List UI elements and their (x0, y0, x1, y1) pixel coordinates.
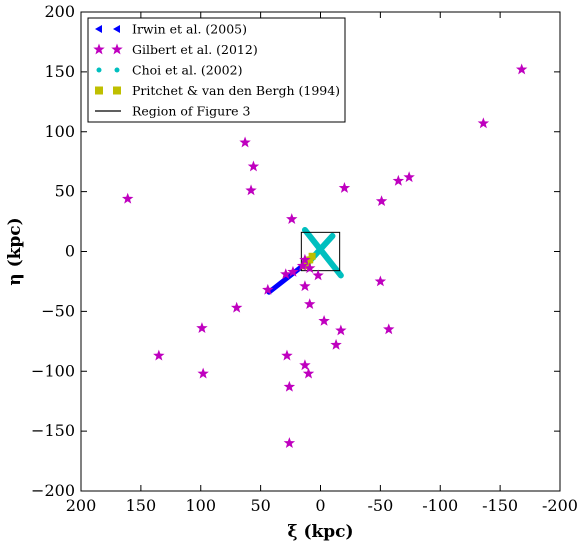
x-tick-label: 150 (126, 496, 157, 515)
x-tick-label: -150 (482, 496, 518, 515)
y-tick-label: −50 (41, 301, 75, 320)
gilbert-point (304, 298, 316, 310)
y-tick-label: 0 (65, 242, 75, 261)
gilbert-point (153, 349, 165, 361)
gilbert-point (197, 367, 209, 379)
x-tick-label: 50 (250, 496, 270, 515)
gilbert-point (230, 301, 243, 313)
legend-label: Irwin et al. (2005) (132, 22, 247, 37)
x-tick-label: -200 (542, 496, 578, 515)
gilbert-point (304, 262, 316, 274)
x-tick-label: 0 (315, 496, 325, 515)
x-tick-label: 100 (185, 496, 216, 515)
y-tick-label: −100 (31, 361, 75, 380)
gilbert-point (299, 280, 311, 292)
gilbert-point (280, 268, 292, 280)
y-tick-label: 150 (44, 62, 75, 81)
y-tick-label: −200 (31, 481, 75, 500)
legend-marker-circle (96, 67, 102, 73)
legend-marker-triangle (95, 25, 102, 33)
gilbert-point (403, 171, 415, 183)
gilbert-point (383, 323, 395, 335)
gilbert-point (374, 275, 387, 287)
legend-label: Gilbert et al. (2012) (132, 42, 258, 57)
x-tick-label: 200 (66, 496, 97, 515)
gilbert-point (286, 213, 298, 225)
gilbert-point (287, 265, 299, 277)
gilbert-point (330, 338, 342, 350)
gilbert-point (262, 283, 274, 295)
choi-track (301, 226, 344, 279)
gilbert-point (312, 269, 324, 281)
gilbert-point (247, 160, 260, 172)
gilbert-point (302, 367, 315, 379)
y-axis-label: η (kpc) (5, 217, 25, 285)
axis-ticks: 200 150 100 50 0 -50 -100 -150 -200 −200 −150 −100 −… (31, 2, 578, 515)
gilbert-point (296, 259, 309, 271)
x-tick-label: -50 (367, 496, 393, 515)
gilbert-point (299, 253, 311, 265)
gilbert-point (283, 437, 296, 448)
gilbert-point (515, 63, 528, 75)
gilbert-point (335, 324, 347, 336)
region-box (300, 231, 341, 272)
y-tick-label: 200 (44, 2, 75, 21)
gilbert-point (392, 174, 405, 186)
gilbert-point (283, 380, 296, 392)
legend-marker-circle (114, 67, 120, 73)
legend: Irwin et al. (2005) Gilbert et al. (2012)… (87, 17, 346, 123)
legend-marker-star (93, 43, 105, 55)
pritchet-point (308, 252, 316, 260)
gilbert-point (245, 184, 257, 196)
gilbert-point (299, 359, 311, 371)
gilbert-point (477, 117, 490, 129)
legend-label: Region of Figure 3 (132, 104, 251, 119)
legend-label: Pritchet & van den Bergh (1994) (132, 83, 340, 98)
x-tick-label: -100 (422, 496, 458, 515)
gilbert-point (239, 136, 251, 148)
legend-marker-square (95, 86, 103, 95)
legend-marker-square (113, 86, 121, 95)
gilbert-point (122, 192, 134, 204)
legend-marker-triangle (113, 25, 120, 33)
y-tick-label: 50 (55, 182, 75, 201)
gilbert-point (338, 182, 351, 193)
gilbert-point (196, 322, 208, 333)
x-axis-label: ξ (kpc) (287, 522, 353, 542)
legend-marker-star (111, 43, 123, 55)
chart-marks (122, 63, 528, 448)
legend-box (87, 17, 346, 123)
gilbert-point (375, 195, 388, 207)
y-tick-label: 100 (44, 122, 75, 141)
legend-label: Choi et al. (2002) (132, 63, 242, 78)
y-tick-label: −150 (31, 421, 75, 440)
gilbert-point (281, 349, 293, 361)
gilbert-point (318, 314, 330, 326)
